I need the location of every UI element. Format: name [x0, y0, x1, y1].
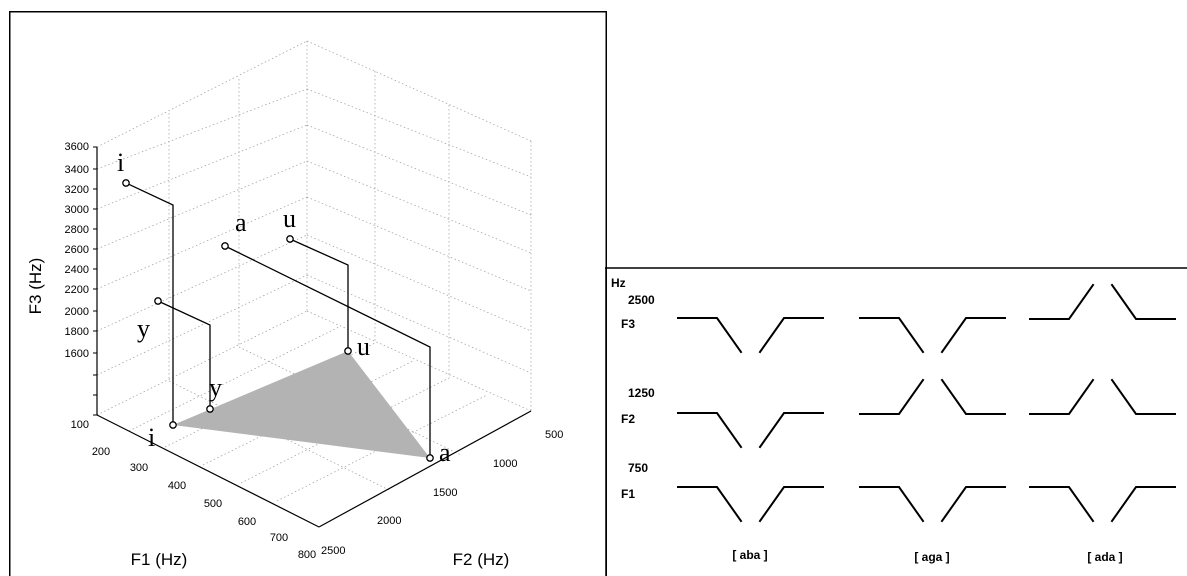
- f1-tick-label: 300: [130, 462, 148, 474]
- f3-tick-label: 2200: [65, 284, 89, 296]
- plot-grid: [96, 40, 532, 528]
- token-label-aga: [ aga ]: [914, 550, 949, 564]
- f3-tick-label: 2800: [65, 224, 89, 236]
- level-label-2500: 2500: [628, 293, 655, 307]
- plot-frame: [9, 11, 607, 576]
- projection-lines: [125, 182, 431, 458]
- f3-axis-label: F3 (Hz): [26, 258, 45, 315]
- f2-tick-label: 1500: [433, 487, 457, 499]
- vowel-label-i-top: i: [117, 148, 124, 177]
- vowel-label-y-floor: y: [209, 373, 222, 402]
- vowel-label-i-floor: i: [148, 423, 155, 452]
- hz-unit-label: Hz: [611, 276, 626, 290]
- f3-tick-label: 3400: [65, 164, 89, 176]
- vowel-triangle: [173, 351, 430, 458]
- f1-tick-label: 600: [238, 516, 256, 528]
- f2-tick-label: 500: [545, 429, 563, 441]
- f3-tick-label: 3600: [65, 141, 89, 153]
- f1-tick-label: 200: [92, 446, 110, 458]
- f1-axis-label: F1 (Hz): [131, 550, 188, 569]
- f2-axis-label: F2 (Hz): [453, 550, 510, 569]
- f3-tick-label: 1800: [65, 326, 89, 338]
- f2-tick-label: 2000: [377, 515, 401, 527]
- transition-lines: [677, 283, 1176, 523]
- formant-3d-plot: 3600 3400 3200 3000 2800 2600 2400 2200 …: [9, 11, 607, 576]
- f1-tick-label: 700: [270, 532, 288, 544]
- vowel-label-y-top: y: [137, 314, 150, 343]
- f1-tick-label: 400: [168, 480, 186, 492]
- formant-label-f3: F3: [621, 317, 635, 331]
- f3-tick-label: 2600: [65, 244, 89, 256]
- f2-tick-label: 1000: [493, 458, 517, 470]
- token-label-ada: [ ada ]: [1087, 550, 1122, 564]
- formant-label-f1: F1: [621, 487, 635, 501]
- f3-tick-label: 3000: [65, 204, 89, 216]
- vowel-label-a-floor: a: [439, 438, 451, 467]
- vowel-label-u-floor: u: [357, 332, 370, 361]
- formant-transitions-diagram: Hz 2500 F3 1250 F2 750 F1: [605, 267, 1187, 576]
- formant-label-f2: F2: [621, 412, 635, 426]
- token-label-aba: [ aba ]: [732, 548, 767, 562]
- f3-tick-label: 2000: [65, 306, 89, 318]
- plot-axes: [96, 147, 532, 528]
- f3-tick-label: 2400: [65, 264, 89, 276]
- f2-tick-label: 2500: [321, 545, 345, 557]
- f1-tick-label: 800: [298, 549, 316, 561]
- vowel-label-u-top: u: [283, 204, 296, 233]
- f1-tick-label: 500: [204, 498, 222, 510]
- f3-tick-label: 1600: [65, 348, 89, 360]
- level-label-750: 750: [628, 461, 648, 475]
- level-label-1250: 1250: [628, 386, 655, 400]
- f3-tick-label: 100: [71, 419, 89, 431]
- vowel-markers: [122, 179, 434, 462]
- vowel-label-a-top: a: [235, 208, 247, 237]
- f3-tick-label: 3200: [65, 184, 89, 196]
